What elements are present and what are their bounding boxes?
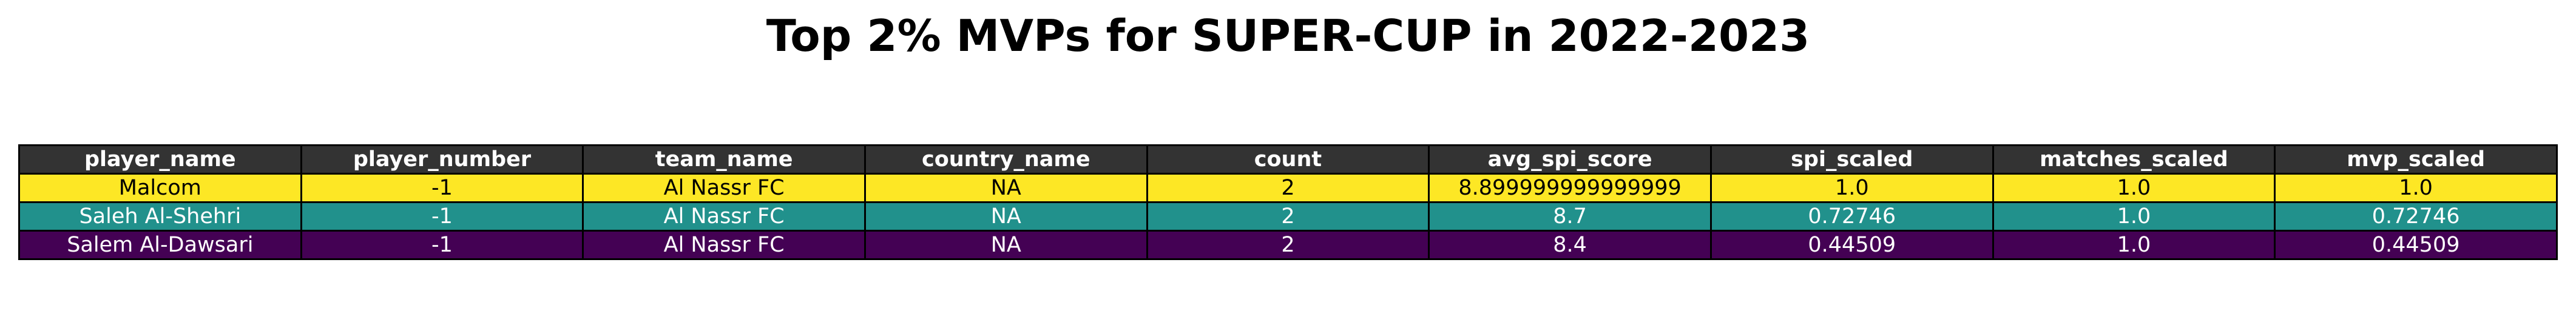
table-cell: 1.0 [1992, 173, 2276, 203]
mvp-table-container: player_name player_number team_name coun… [18, 144, 2558, 260]
column-header: mvp_scaled [2274, 144, 2558, 175]
table-header-row: player_name player_number team_name coun… [18, 144, 2558, 175]
table-cell: 2 [1146, 230, 1430, 260]
column-header: country_name [864, 144, 1148, 175]
table-row: Saleh Al-Shehri -1 Al Nassr FC NA 2 8.7 … [18, 201, 2558, 232]
table-cell: 0.72746 [1709, 201, 1994, 232]
column-header: spi_scaled [1709, 144, 1994, 175]
table-cell: 2 [1146, 173, 1430, 203]
table-cell: Al Nassr FC [582, 230, 866, 260]
table-cell: 1.0 [1992, 201, 2276, 232]
column-header: player_name [18, 144, 302, 175]
table-cell: Al Nassr FC [582, 173, 866, 203]
table-cell: Al Nassr FC [582, 201, 866, 232]
column-header: player_number [300, 144, 584, 175]
table-cell: 8.7 [1428, 201, 1712, 232]
column-header: count [1146, 144, 1430, 175]
table-cell: -1 [300, 230, 584, 260]
table-cell: Saleh Al-Shehri [18, 201, 302, 232]
table-cell: 8.4 [1428, 230, 1712, 260]
table-cell: NA [864, 173, 1148, 203]
table-row: Salem Al-Dawsari -1 Al Nassr FC NA 2 8.4… [18, 230, 2558, 260]
table-cell: -1 [300, 201, 584, 232]
table-cell: 0.72746 [2274, 201, 2558, 232]
table-cell: -1 [300, 173, 584, 203]
table-cell: Malcom [18, 173, 302, 203]
chart-title: Top 2% MVPs for SUPER-CUP in 2022-2023 [766, 10, 1810, 61]
table-cell: Salem Al-Dawsari [18, 230, 302, 260]
table-cell: 1.0 [2274, 173, 2558, 203]
table-cell: 1.0 [1709, 173, 1994, 203]
table-cell: 0.44509 [1709, 230, 1994, 260]
table-cell: NA [864, 230, 1148, 260]
column-header: team_name [582, 144, 866, 175]
table-cell: 8.899999999999999 [1428, 173, 1712, 203]
table-cell: 1.0 [1992, 230, 2276, 260]
table-row: Malcom -1 Al Nassr FC NA 2 8.89999999999… [18, 173, 2558, 203]
table-cell: 0.44509 [2274, 230, 2558, 260]
column-header: matches_scaled [1992, 144, 2276, 175]
mvp-table: player_name player_number team_name coun… [18, 144, 2558, 260]
table-cell: 2 [1146, 201, 1430, 232]
column-header: avg_spi_score [1428, 144, 1712, 175]
table-cell: NA [864, 201, 1148, 232]
